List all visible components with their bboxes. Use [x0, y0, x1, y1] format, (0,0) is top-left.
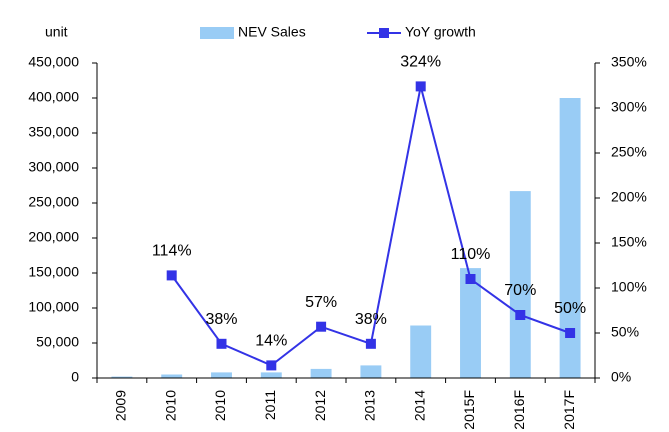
x-tick-label: 2011: [262, 390, 278, 420]
y2-tick-label: 300%: [611, 99, 647, 115]
y2-tick-label: 150%: [611, 234, 647, 250]
bar: [310, 368, 332, 378]
x-tick-label: 2012: [312, 390, 328, 421]
line-marker: [166, 270, 177, 281]
x-tick-label: 2013: [362, 390, 378, 421]
bar: [360, 365, 382, 378]
y-tick-label: 450,000: [28, 54, 79, 70]
y-axis-label: unit: [45, 24, 68, 40]
data-label: 38%: [355, 311, 387, 328]
line-marker: [316, 321, 327, 332]
y2-tick-label: 250%: [611, 144, 647, 160]
line-marker: [515, 310, 526, 320]
y-tick-label: 0: [71, 369, 79, 385]
bar: [260, 372, 282, 378]
y-tick-label: 200,000: [28, 229, 79, 245]
y2-tick-label: 0%: [611, 369, 631, 385]
bar: [161, 374, 183, 378]
bar: [559, 98, 581, 378]
bar: [211, 372, 232, 378]
data-label: 70%: [504, 282, 536, 299]
legend-label: NEV Sales: [238, 24, 306, 40]
legend-swatch: [379, 28, 389, 38]
data-label: 38%: [205, 311, 237, 328]
y-tick-label: 150,000: [28, 264, 79, 280]
y-tick-label: 350,000: [28, 124, 79, 140]
line-marker: [415, 81, 426, 92]
y2-tick-label: 200%: [611, 189, 647, 205]
line-marker: [465, 274, 476, 284]
y2-tick-label: 350%: [611, 54, 647, 70]
bar: [509, 191, 531, 378]
line-marker: [565, 328, 576, 338]
y2-tick-label: 100%: [611, 279, 647, 295]
line-marker: [216, 338, 227, 349]
y-tick-label: 300,000: [28, 159, 79, 175]
bar: [111, 376, 133, 378]
y-tick-label: 50,000: [36, 334, 79, 350]
data-label: 50%: [554, 300, 586, 317]
line-marker: [266, 360, 277, 371]
x-tick-label: 2016F: [511, 390, 527, 430]
data-label: 14%: [255, 333, 287, 350]
x-tick-label: 2017F: [561, 390, 577, 430]
x-tick-label: 2009: [113, 390, 129, 421]
y-tick-label: 250,000: [28, 194, 79, 210]
x-tick-label: 2010: [162, 390, 178, 421]
x-tick-label: 2010: [212, 390, 228, 421]
x-tick-label: 2015F: [461, 390, 477, 430]
bar: [460, 268, 481, 378]
x-tick-label: 2014: [411, 390, 427, 421]
data-label: 110%: [451, 246, 491, 263]
y2-tick-label: 50%: [611, 324, 639, 340]
legend-label: YoY growth: [405, 24, 476, 40]
y-tick-label: 400,000: [28, 89, 79, 105]
line-marker: [365, 338, 376, 349]
legend-swatch: [200, 27, 234, 39]
data-label: 324%: [400, 54, 441, 71]
data-label: 57%: [305, 294, 337, 311]
bar: [410, 325, 432, 378]
y-tick-label: 100,000: [28, 299, 79, 315]
data-label: 114%: [152, 243, 192, 260]
